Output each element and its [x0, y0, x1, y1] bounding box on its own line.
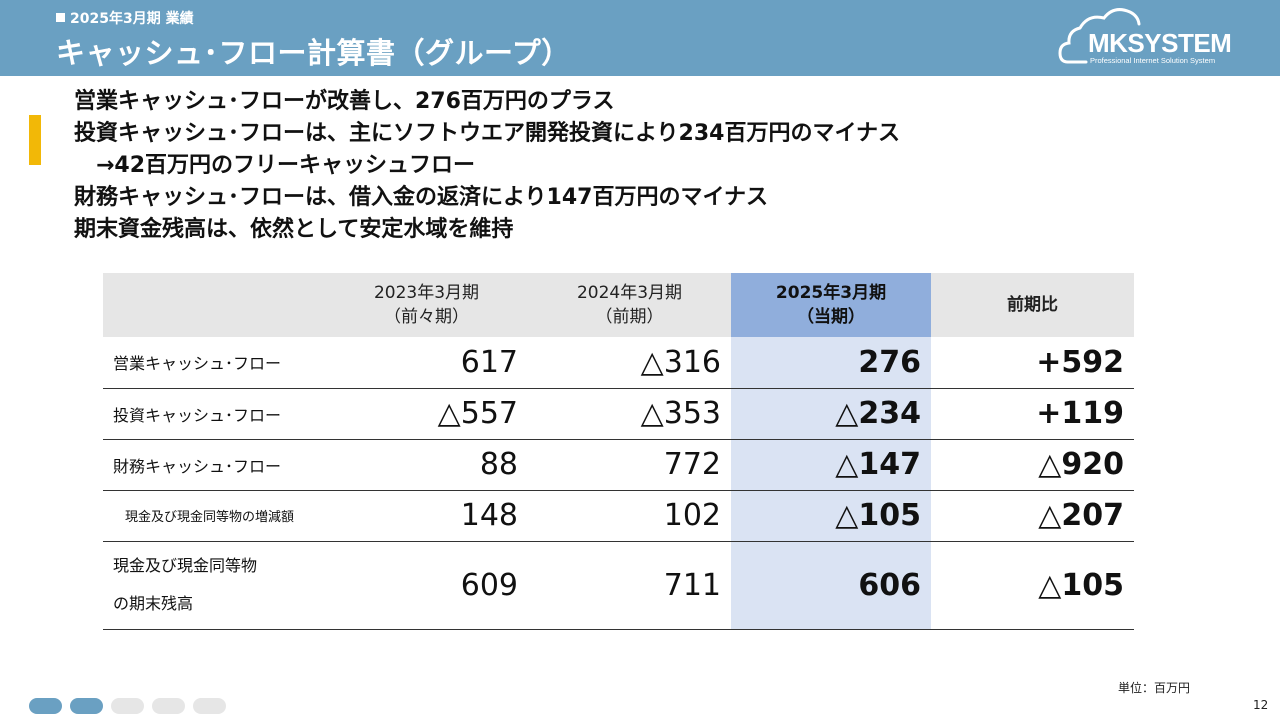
header-line1: 2025年3月期 [775, 283, 887, 303]
row-label: 営業キャッシュ･フロー [103, 337, 325, 389]
cash-flow-table: 2023年3月期 （前々期） 2024年3月期 （前期） 2025年3月期 （当期） … [103, 273, 1134, 630]
row-label: 財務キャッシュ･フロー [103, 439, 325, 491]
value-cell: △353 [528, 388, 731, 440]
value-cell: △316 [528, 337, 731, 389]
value-cell: 102 [528, 490, 731, 542]
value-cell-yoy: +592 [931, 337, 1134, 389]
value-cell-current: △147 [731, 439, 931, 491]
header-band: 2025年3月期 業績 キャッシュ･フロー計算書（グループ） MKSYSTEM … [0, 0, 1280, 76]
progress-dot [152, 698, 185, 714]
value-cell: 88 [325, 439, 528, 491]
bullet-line: →42百万円のフリーキャッシュフロー [96, 153, 476, 178]
company-logo: MKSYSTEM Professional Internet Solution … [1058, 4, 1248, 70]
header-line2: （当期） [797, 307, 865, 327]
bullet-line: 営業キャッシュ･フローが改善し、276百万円のプラス [74, 89, 615, 114]
progress-dot [29, 698, 62, 714]
page-title: キャッシュ･フロー計算書（グループ） [56, 36, 571, 70]
value-cell-yoy: △920 [931, 439, 1134, 491]
progress-dot [111, 698, 144, 714]
row-label: 投資キャッシュ･フロー [103, 388, 325, 440]
header-line2: （前期） [595, 307, 664, 327]
row-label-line1: 現金及び現金同等物 [113, 556, 258, 575]
value-cell: 711 [528, 541, 731, 630]
value-cell-current: 276 [731, 337, 931, 389]
value-cell-yoy: △105 [931, 541, 1134, 630]
bullet-line: 財務キャッシュ･フローは、借入金の返済により147百万円のマイナス [74, 185, 769, 210]
logo-brand: MKSYSTEM [1088, 28, 1232, 58]
value-cell-yoy: +119 [931, 388, 1134, 440]
table-row: 投資キャッシュ･フロー △557 △353 △234 +119 [103, 388, 1134, 440]
header-cell-fy2024: 2024年3月期 （前期） [528, 273, 731, 337]
value-cell: 772 [528, 439, 731, 491]
subtitle-text: 2025年3月期 業績 [70, 11, 194, 27]
value-cell-yoy: △207 [931, 490, 1134, 542]
logo-tagline: Professional Internet Solution System [1090, 56, 1216, 65]
bullet-line: 期末資金残高は、依然として安定水域を維持 [74, 217, 514, 242]
cash-flow-grid: 2023年3月期 （前々期） 2024年3月期 （前期） 2025年3月期 （当期） … [103, 273, 1134, 630]
header-cell-fy2023: 2023年3月期 （前々期） [325, 273, 528, 337]
table-row: 現金及び現金同等物 の期末残高 609 711 606 △105 [103, 541, 1134, 630]
table-row: 現金及び現金同等物の増減額 148 102 △105 △207 [103, 490, 1134, 542]
bullet-line: 投資キャッシュ･フローは、主にソフトウエア開発投資により234百万円のマイナス [74, 121, 901, 146]
value-cell: 609 [325, 541, 528, 630]
value-cell-current: 606 [731, 541, 931, 630]
value-cell: 148 [325, 490, 528, 542]
page-number: 12 [1253, 698, 1269, 712]
header-cell-empty [103, 273, 325, 337]
section-subtitle: 2025年3月期 業績 [56, 8, 194, 28]
section-progress [29, 698, 226, 714]
value-cell: △557 [325, 388, 528, 440]
value-cell-current: △234 [731, 388, 931, 440]
unit-note: 単位：百万円 [1118, 681, 1191, 695]
header-line2: （前々期） [384, 307, 469, 327]
header-cell-fy2025: 2025年3月期 （当期） [731, 273, 931, 337]
row-label: 現金及び現金同等物の増減額 [103, 490, 325, 542]
row-label-line2: の期末残高 [113, 594, 194, 613]
table-header-row: 2023年3月期 （前々期） 2024年3月期 （前期） 2025年3月期 （当期） … [103, 273, 1134, 337]
header-line1: 前期比 [1007, 295, 1058, 315]
value-cell: 617 [325, 337, 528, 389]
accent-bar [29, 115, 41, 165]
header-line1: 2023年3月期 [373, 283, 480, 303]
table-row: 営業キャッシュ･フロー 617 △316 276 +592 [103, 337, 1134, 389]
row-label: 現金及び現金同等物 の期末残高 [103, 541, 325, 630]
table-row: 財務キャッシュ･フロー 88 772 △147 △920 [103, 439, 1134, 491]
summary-bullets: 営業キャッシュ･フローが改善し、276百万円のプラス 投資キャッシュ･フローは、… [74, 86, 900, 246]
square-bullet-icon [56, 13, 65, 22]
progress-dot [193, 698, 226, 714]
header-cell-yoy: 前期比 [931, 273, 1134, 337]
cloud-icon [1058, 8, 1141, 64]
progress-dot [70, 698, 103, 714]
value-cell-current: △105 [731, 490, 931, 542]
header-line1: 2024年3月期 [576, 283, 683, 303]
